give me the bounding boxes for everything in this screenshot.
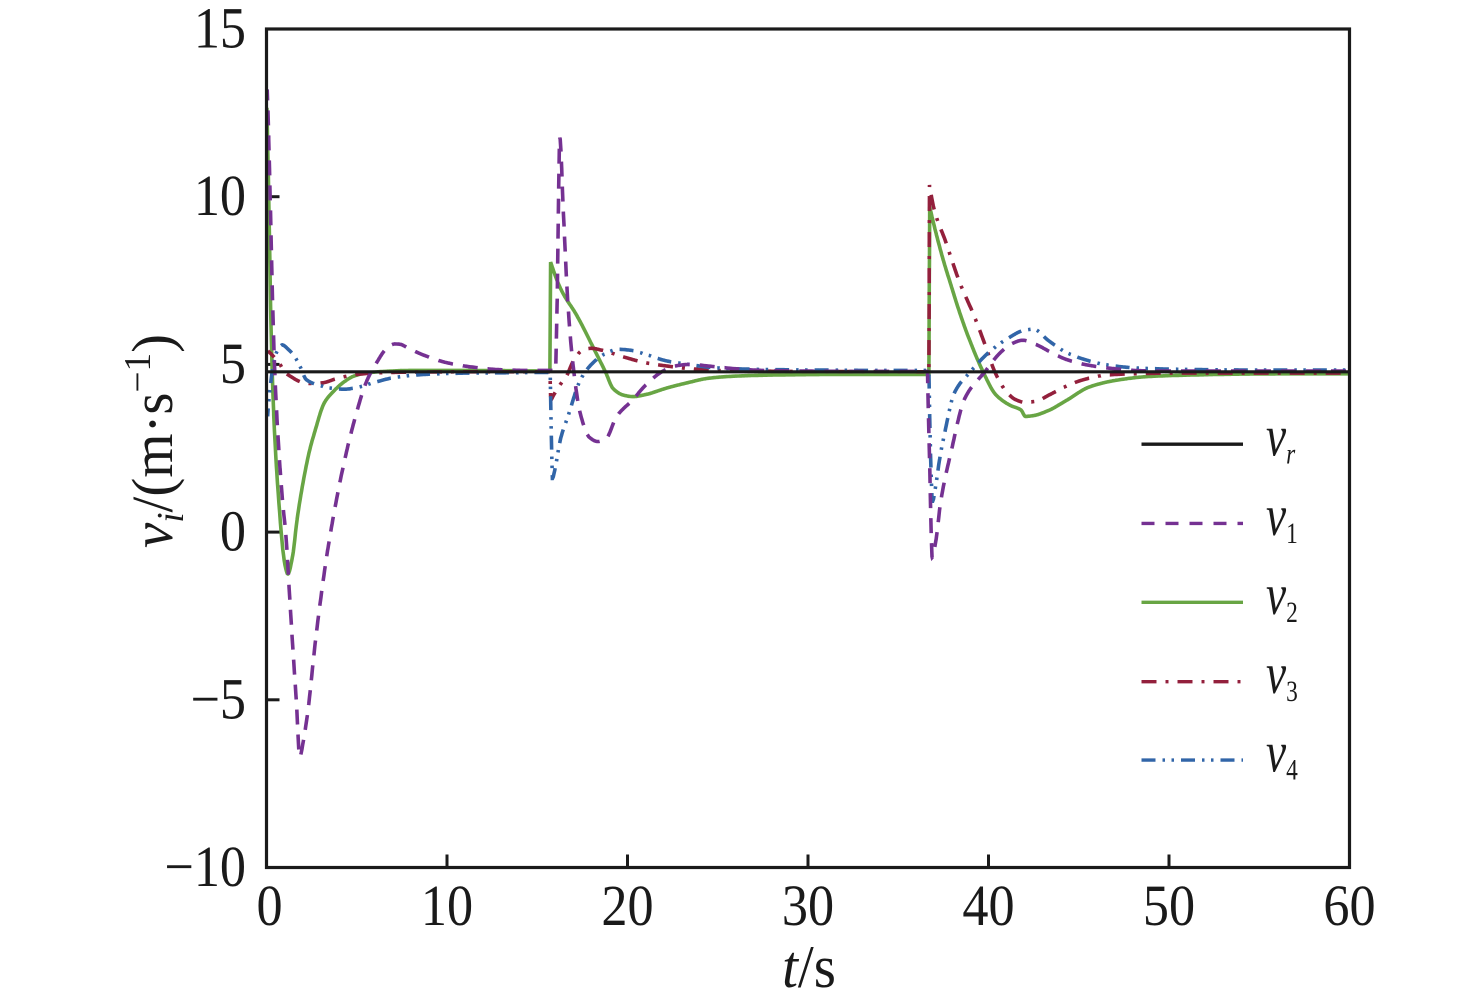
- svg-text:60: 60: [1323, 873, 1375, 937]
- svg-text:10: 10: [194, 164, 246, 228]
- svg-text:vr: vr: [1266, 406, 1296, 471]
- svg-text:40: 40: [962, 873, 1014, 937]
- svg-text:v2: v2: [1266, 564, 1298, 629]
- svg-text:15: 15: [194, 0, 246, 60]
- svg-text:30: 30: [782, 873, 834, 937]
- svg-text:0: 0: [220, 499, 246, 563]
- svg-text:0: 0: [256, 873, 282, 937]
- svg-text:50: 50: [1143, 873, 1195, 937]
- svg-text:v4: v4: [1266, 721, 1298, 786]
- svg-text:t/s: t/s: [782, 934, 836, 1001]
- svg-text:20: 20: [601, 873, 653, 937]
- svg-text:v1: v1: [1266, 485, 1298, 550]
- svg-text:−5: −5: [190, 667, 246, 731]
- svg-text:10: 10: [421, 873, 473, 937]
- svg-text:vi/(m·s−1): vi/(m·s−1): [117, 334, 192, 548]
- svg-text:−10: −10: [164, 834, 246, 898]
- svg-text:v3: v3: [1266, 643, 1298, 708]
- svg-text:5: 5: [220, 331, 246, 395]
